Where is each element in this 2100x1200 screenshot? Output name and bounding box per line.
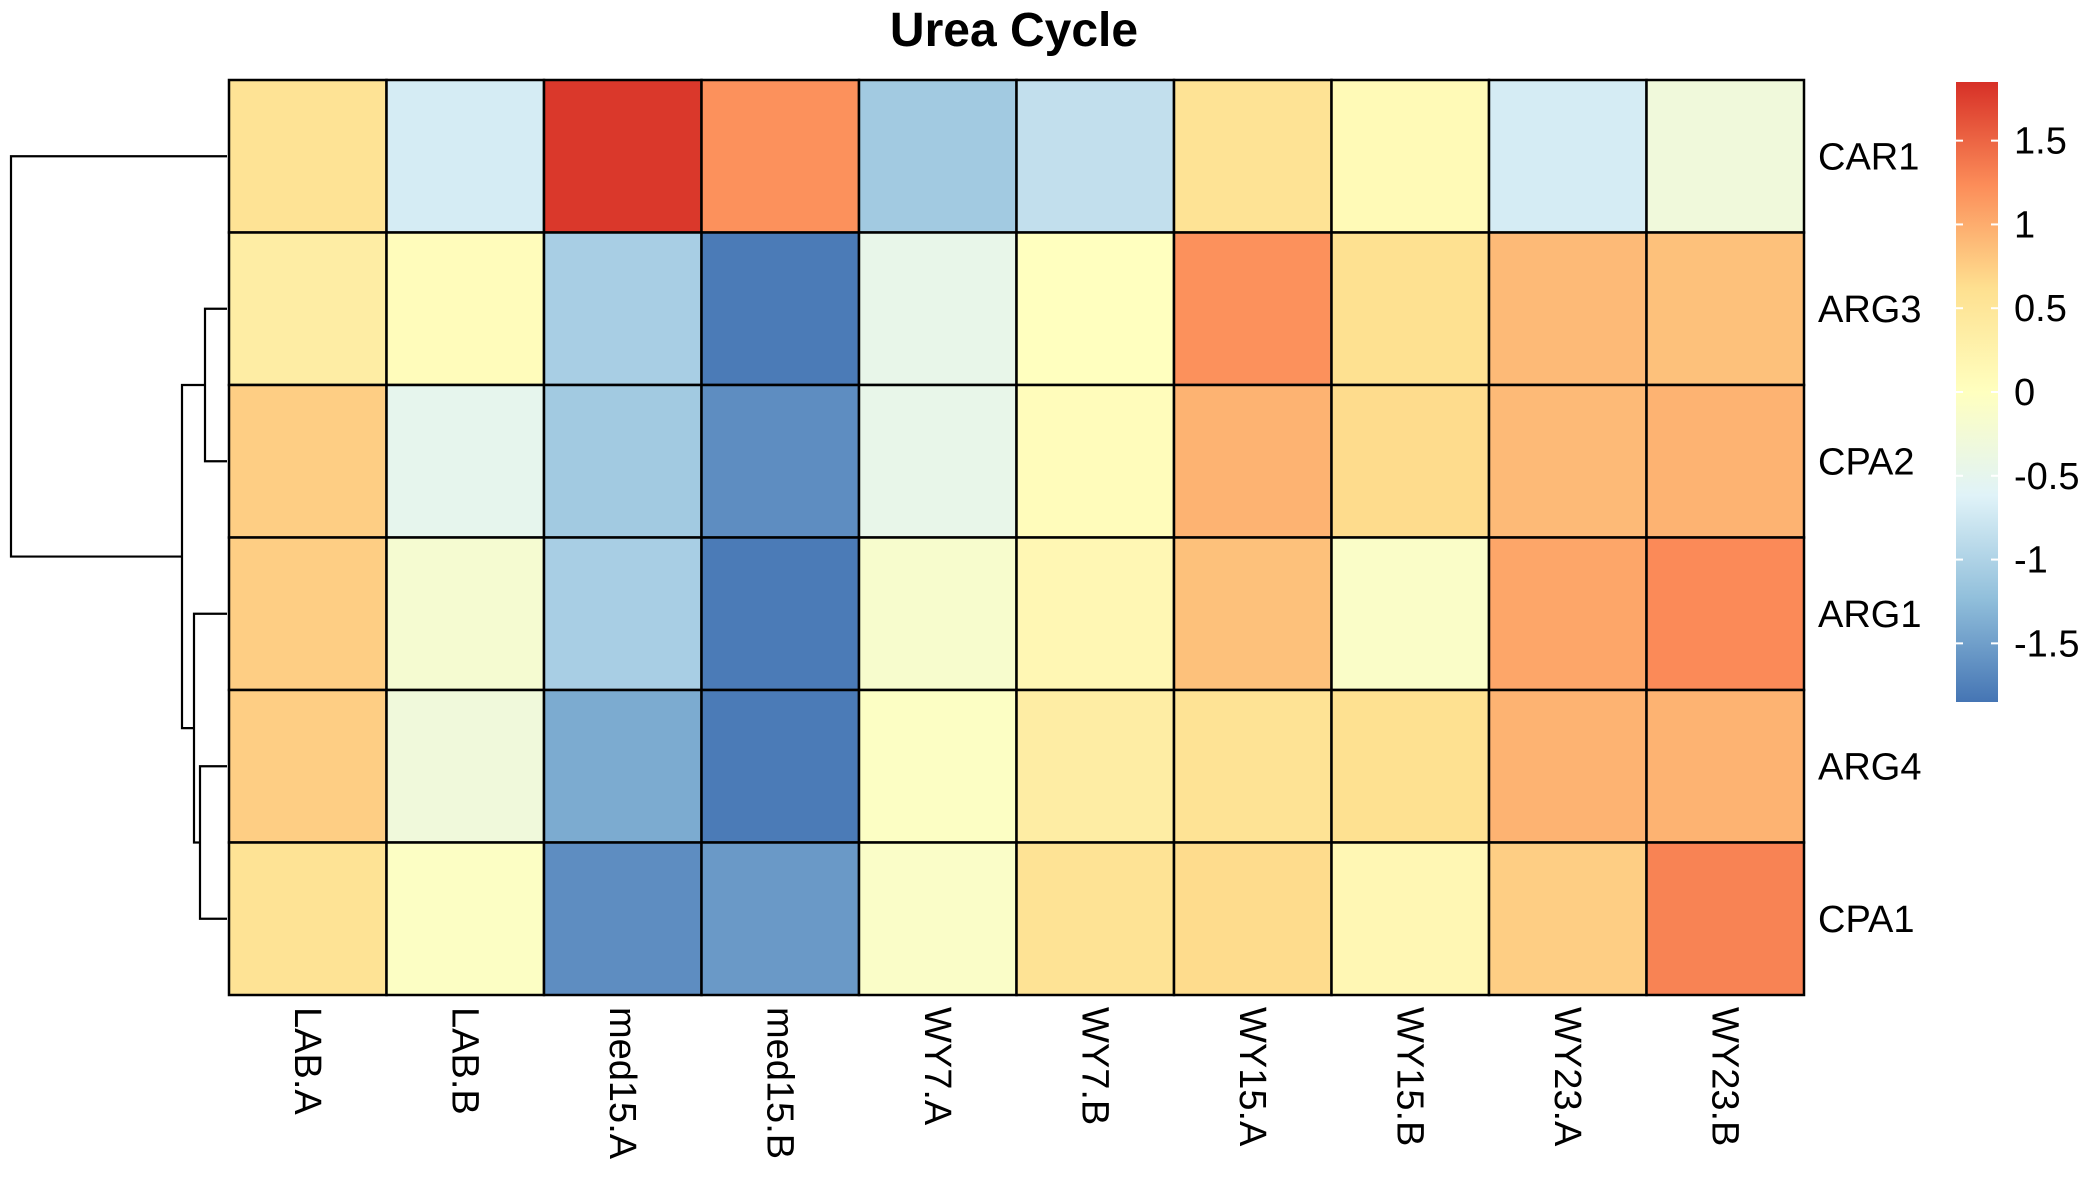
row-label-cpa1: CPA1 (1818, 899, 1914, 941)
column-label-wy7-b: WY7.B (1073, 1007, 1115, 1125)
row-label-arg1: ARG1 (1818, 594, 1921, 636)
heatmap-cell-arg3-wy15-b (1330, 231, 1491, 387)
heatmap-cell-cpa1-wy7-a (857, 841, 1018, 997)
column-label-med15-a: med15.A (601, 1007, 643, 1160)
dendrogram-branch-arg3-cpa2 (203, 307, 227, 463)
column-labels: LAB.A LAB.B med15.A med15.B WY7.A WY7.B WY15.A… (286, 1007, 1746, 1160)
heatmap-cell-car1-med15-b (700, 78, 861, 234)
heatmap-cell-cpa1-wy15-a (1172, 841, 1333, 997)
legend-tick-label: 0.5 (2014, 288, 2067, 330)
row-labels: CAR1 ARG3 CPA2 ARG1 ARG4 CPA1 (1818, 136, 1921, 941)
legend-tick-label: -1 (2014, 540, 2048, 582)
column-label-wy15-b: WY15.B (1388, 1007, 1430, 1146)
heatmap-cell-arg3-med15-b (700, 231, 861, 387)
heatmap-cell-cpa1-lab-b (385, 841, 546, 997)
heatmap-cell-cpa2-med15-b (700, 383, 861, 539)
color-legend: -1.5 -1 -0.5 0 0.5 1 1.5 (1956, 82, 2079, 702)
heatmap-cell-cpa1-med15-b (700, 841, 861, 997)
heatmap-cell-cpa2-wy7-a (857, 383, 1018, 539)
heatmap-cell-cpa2-wy7-b (1015, 383, 1176, 539)
heatmap-cell-arg1-wy15-b (1330, 536, 1491, 692)
heatmap-cell-car1-lab-a (227, 78, 388, 234)
heatmap-cell-arg1-wy23-b (1645, 536, 1806, 692)
legend-tick-label: -1.5 (2014, 623, 2079, 665)
column-label-wy15-a: WY15.A (1231, 1007, 1273, 1147)
row-label-arg4: ARG4 (1818, 746, 1921, 788)
heatmap-cell-arg1-wy23-a (1487, 536, 1648, 692)
legend-tick-label: -0.5 (2014, 456, 2079, 498)
heatmap-cell-arg1-wy7-b (1015, 536, 1176, 692)
legend-tick-label: 1.5 (2014, 121, 2067, 163)
heatmap-cell-arg3-med15-a (542, 231, 703, 387)
column-label-wy23-a: WY23.A (1546, 1007, 1588, 1147)
heatmap-cell-car1-wy23-a (1487, 78, 1648, 234)
legend-tick-label: 1 (2014, 204, 2035, 246)
heatmap-cell-arg4-wy15-b (1330, 688, 1491, 844)
heatmap-cell-car1-wy23-b (1645, 78, 1806, 234)
heatmap-cell-car1-wy7-a (857, 78, 1018, 234)
heatmap-cell-cpa2-wy23-b (1645, 383, 1806, 539)
heatmap-cell-cpa2-wy15-b (1330, 383, 1491, 539)
heatmap-cell-cpa2-wy15-a (1172, 383, 1333, 539)
heatmap-cell-arg1-wy7-a (857, 536, 1018, 692)
heatmap-cell-cpa2-lab-a (227, 383, 388, 539)
row-label-cpa2: CPA2 (1818, 441, 1914, 483)
heatmap-cell-arg4-wy15-a (1172, 688, 1333, 844)
heatmap-cell-cpa2-lab-b (385, 383, 546, 539)
heatmap-cell-cpa1-lab-a (227, 841, 388, 997)
heatmap-cell-car1-wy15-b (1330, 78, 1491, 234)
dendrogram-root (9, 155, 227, 558)
heatmap-cell-arg4-lab-a (227, 688, 388, 844)
heatmap-cells (227, 78, 1806, 997)
heatmap-cell-arg1-lab-b (385, 536, 546, 692)
heatmap-cell-arg4-wy7-a (857, 688, 1018, 844)
row-label-arg3: ARG3 (1818, 289, 1921, 331)
heatmap-cell-arg3-wy23-b (1645, 231, 1806, 387)
column-label-lab-a: LAB.A (286, 1007, 328, 1115)
column-label-wy23-b: WY23.B (1703, 1007, 1745, 1146)
heatmap-cell-arg4-med15-a (542, 688, 703, 844)
heatmap-cell-arg1-med15-b (700, 536, 861, 692)
heatmap-cell-cpa1-wy15-b (1330, 841, 1491, 997)
row-dendrogram (9, 155, 227, 920)
heatmap-cell-car1-wy7-b (1015, 78, 1176, 234)
heatmap-cell-arg3-wy23-a (1487, 231, 1648, 387)
heatmap-cell-cpa2-wy23-a (1487, 383, 1648, 539)
heatmap-cell-arg4-wy7-b (1015, 688, 1176, 844)
color-scale-ticks: -1.5 -1 -0.5 0 0.5 1 1.5 (1956, 121, 2079, 665)
heatmap-cell-arg1-med15-a (542, 536, 703, 692)
column-label-med15-b: med15.B (758, 1007, 800, 1159)
heatmap-cell-arg1-wy15-a (1172, 536, 1333, 692)
heatmap-cell-arg4-lab-b (385, 688, 546, 844)
chart-title: Urea Cycle (890, 4, 1138, 57)
heatmap-cell-arg3-wy7-a (857, 231, 1018, 387)
legend-tick-label: 0 (2014, 372, 2035, 414)
heatmap-cell-cpa1-wy23-a (1487, 841, 1648, 997)
heatmap-cell-cpa2-med15-a (542, 383, 703, 539)
heatmap-cell-arg4-wy23-a (1487, 688, 1648, 844)
dendrogram-branch-arg4-cpa1 (198, 765, 227, 920)
heatmap-cell-cpa1-wy7-b (1015, 841, 1176, 997)
heatmap-cell-car1-med15-a (542, 78, 703, 234)
heatmap-cell-cpa1-med15-a (542, 841, 703, 997)
heatmap-cell-arg3-wy7-b (1015, 231, 1176, 387)
heatmap-cell-cpa1-wy23-b (1645, 841, 1806, 997)
heatmap-cell-arg3-lab-a (227, 231, 388, 387)
heatmap-cell-arg1-lab-a (227, 536, 388, 692)
heatmap-cell-arg3-wy15-a (1172, 231, 1333, 387)
column-label-lab-b: LAB.B (443, 1007, 485, 1115)
heatmap-cell-car1-wy15-a (1172, 78, 1333, 234)
row-label-car1: CAR1 (1818, 136, 1919, 178)
heatmap-cell-arg4-wy23-b (1645, 688, 1806, 844)
heatmap-cell-car1-lab-b (385, 78, 546, 234)
heatmap-cell-arg4-med15-b (700, 688, 861, 844)
heatmap-cell-arg3-lab-b (385, 231, 546, 387)
column-label-wy7-a: WY7.A (916, 1007, 958, 1126)
